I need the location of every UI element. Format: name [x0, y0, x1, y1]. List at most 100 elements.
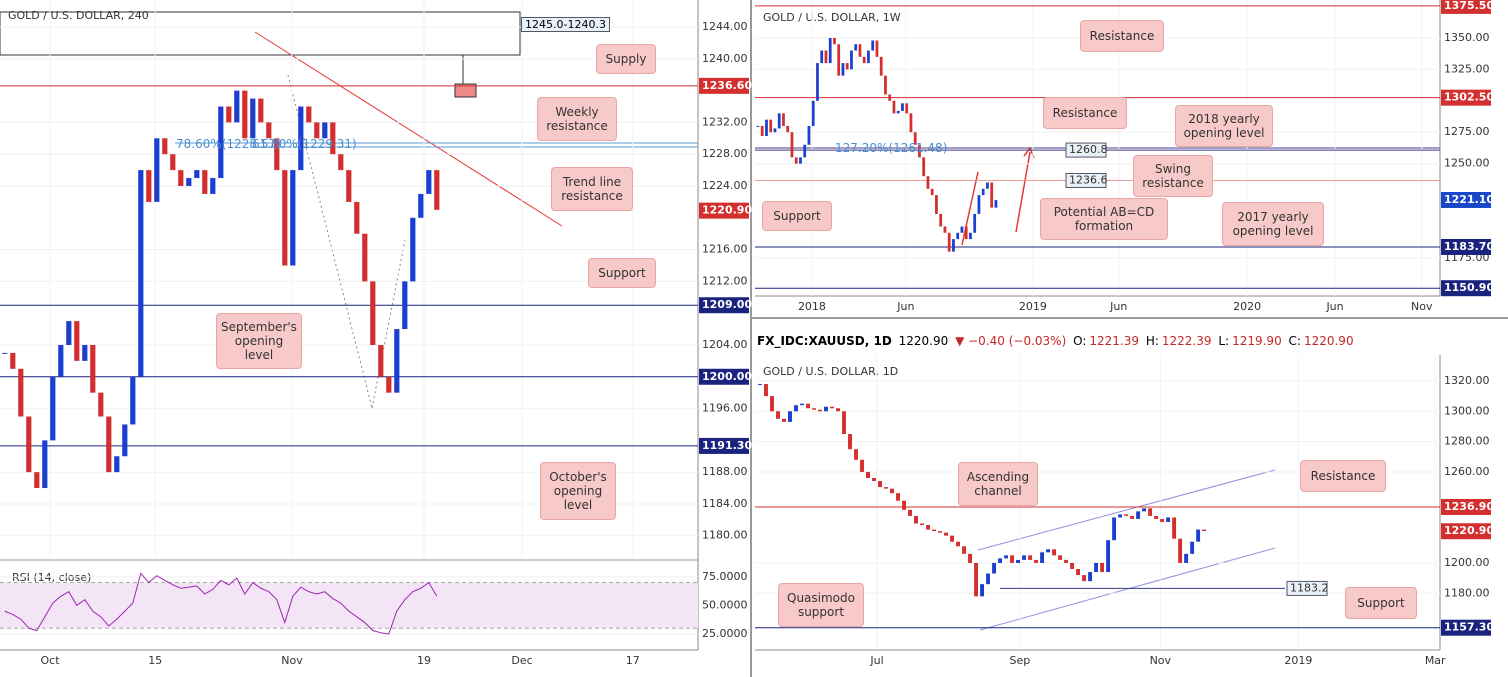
callout: Support: [762, 201, 832, 231]
candle: [799, 157, 802, 164]
candle: [756, 125, 760, 127]
candle: [866, 471, 870, 479]
candle: [890, 488, 894, 494]
candle: [848, 434, 852, 450]
candle: [994, 200, 998, 208]
callout: October's opening level: [540, 462, 616, 520]
candle: [932, 529, 936, 532]
candle: [338, 154, 344, 171]
candle: [952, 239, 955, 252]
panel-title: GOLD / U.S. DOLLAR, 1W: [763, 11, 901, 24]
callout: Supply: [596, 44, 656, 74]
candle: [806, 403, 810, 409]
candle: [860, 459, 864, 472]
candle: [836, 408, 840, 412]
last-price-label: 1221.10: [1444, 193, 1494, 206]
candle: [330, 122, 336, 155]
y-tick-label: 1250.00: [1444, 157, 1490, 170]
candle: [858, 44, 862, 57]
y-tick-label: 50.0000: [702, 598, 748, 611]
candle: [777, 113, 781, 129]
callout: Resistance: [1043, 97, 1127, 129]
candle: [854, 44, 858, 51]
price-box-label: 1183.70: [1444, 240, 1494, 253]
candle: [10, 352, 16, 369]
ohlc-value: 1221.39: [1089, 334, 1139, 348]
candle: [1178, 538, 1183, 563]
x-tick-label: Nov: [1411, 300, 1433, 313]
candle: [773, 128, 777, 133]
price-box-label: 1375.50: [1444, 0, 1494, 12]
candle: [956, 232, 960, 240]
price: 1220.90: [898, 334, 949, 348]
candle: [306, 106, 312, 123]
candle: [26, 416, 32, 473]
candle: [833, 37, 836, 45]
candle: [794, 405, 798, 412]
candle: [884, 487, 888, 489]
candle: [812, 408, 816, 410]
candle: [170, 154, 176, 171]
candle: [884, 75, 887, 95]
candle: [1064, 559, 1069, 563]
candle: [146, 170, 152, 202]
candle: [298, 106, 304, 171]
price-box: [699, 297, 749, 314]
candle: [1106, 540, 1111, 573]
candle: [765, 119, 768, 136]
candle: [986, 573, 991, 585]
panel-title: GOLD / U.S. DOLLAR, 240: [8, 9, 149, 22]
candle: [258, 98, 264, 123]
candle: [758, 383, 762, 385]
candle: [42, 440, 48, 489]
candle: [879, 56, 883, 76]
callout: Potential AB=CD formation: [1040, 198, 1168, 240]
candle: [1040, 552, 1045, 563]
candle: [914, 515, 918, 524]
ohlc-value: 1222.39: [1161, 334, 1212, 348]
callout: Weekly resistance: [537, 97, 617, 141]
candle: [788, 411, 792, 422]
candle: [842, 411, 846, 435]
price-box-label: 1302.50: [1444, 91, 1494, 104]
candle: [130, 376, 136, 425]
x-tick-label: 2019: [1019, 300, 1047, 313]
candle: [362, 233, 368, 282]
callout: Trend line resistance: [551, 167, 633, 211]
abcd-leg: [371, 239, 406, 409]
candle: [210, 178, 216, 194]
y-tick-label: 1184.00: [702, 497, 748, 510]
x-tick-label: 2019: [1284, 654, 1312, 667]
candle: [938, 531, 942, 533]
candle: [892, 100, 896, 114]
candle: [234, 90, 240, 123]
y-tick-label: 1275.00: [1444, 125, 1490, 138]
candle: [769, 119, 773, 133]
candle: [776, 411, 780, 419]
symbol-header: FX_IDC:XAUUSD, 1D 1220.90 ▼ −0.40 (−0.03…: [757, 334, 1357, 348]
last-price-box: [1441, 191, 1491, 208]
candle: [867, 50, 870, 64]
candle: [896, 493, 900, 501]
candle: [1184, 553, 1189, 563]
candle: [888, 94, 892, 101]
last-price-label: 1220.90: [702, 204, 752, 217]
y-tick-label: 1196.00: [702, 402, 748, 415]
x-tick-label: Jun: [1109, 300, 1127, 313]
inline-box: [1286, 580, 1328, 596]
candle: [828, 37, 832, 64]
x-tick-label: 2018: [798, 300, 826, 313]
candle: [973, 213, 977, 233]
candle: [939, 213, 943, 227]
candle: [902, 500, 906, 510]
price-box: [1441, 619, 1491, 636]
x-tick-label: Sep: [1009, 654, 1030, 667]
candle: [194, 170, 200, 179]
y-tick-label: 1244.00: [702, 20, 748, 33]
fib-label: 127.20%(1261.48): [835, 141, 948, 155]
candle: [394, 329, 400, 393]
candle: [1070, 562, 1075, 570]
zone-label: 1245.0-1240.3: [521, 17, 610, 32]
inline-box: [1065, 142, 1107, 158]
